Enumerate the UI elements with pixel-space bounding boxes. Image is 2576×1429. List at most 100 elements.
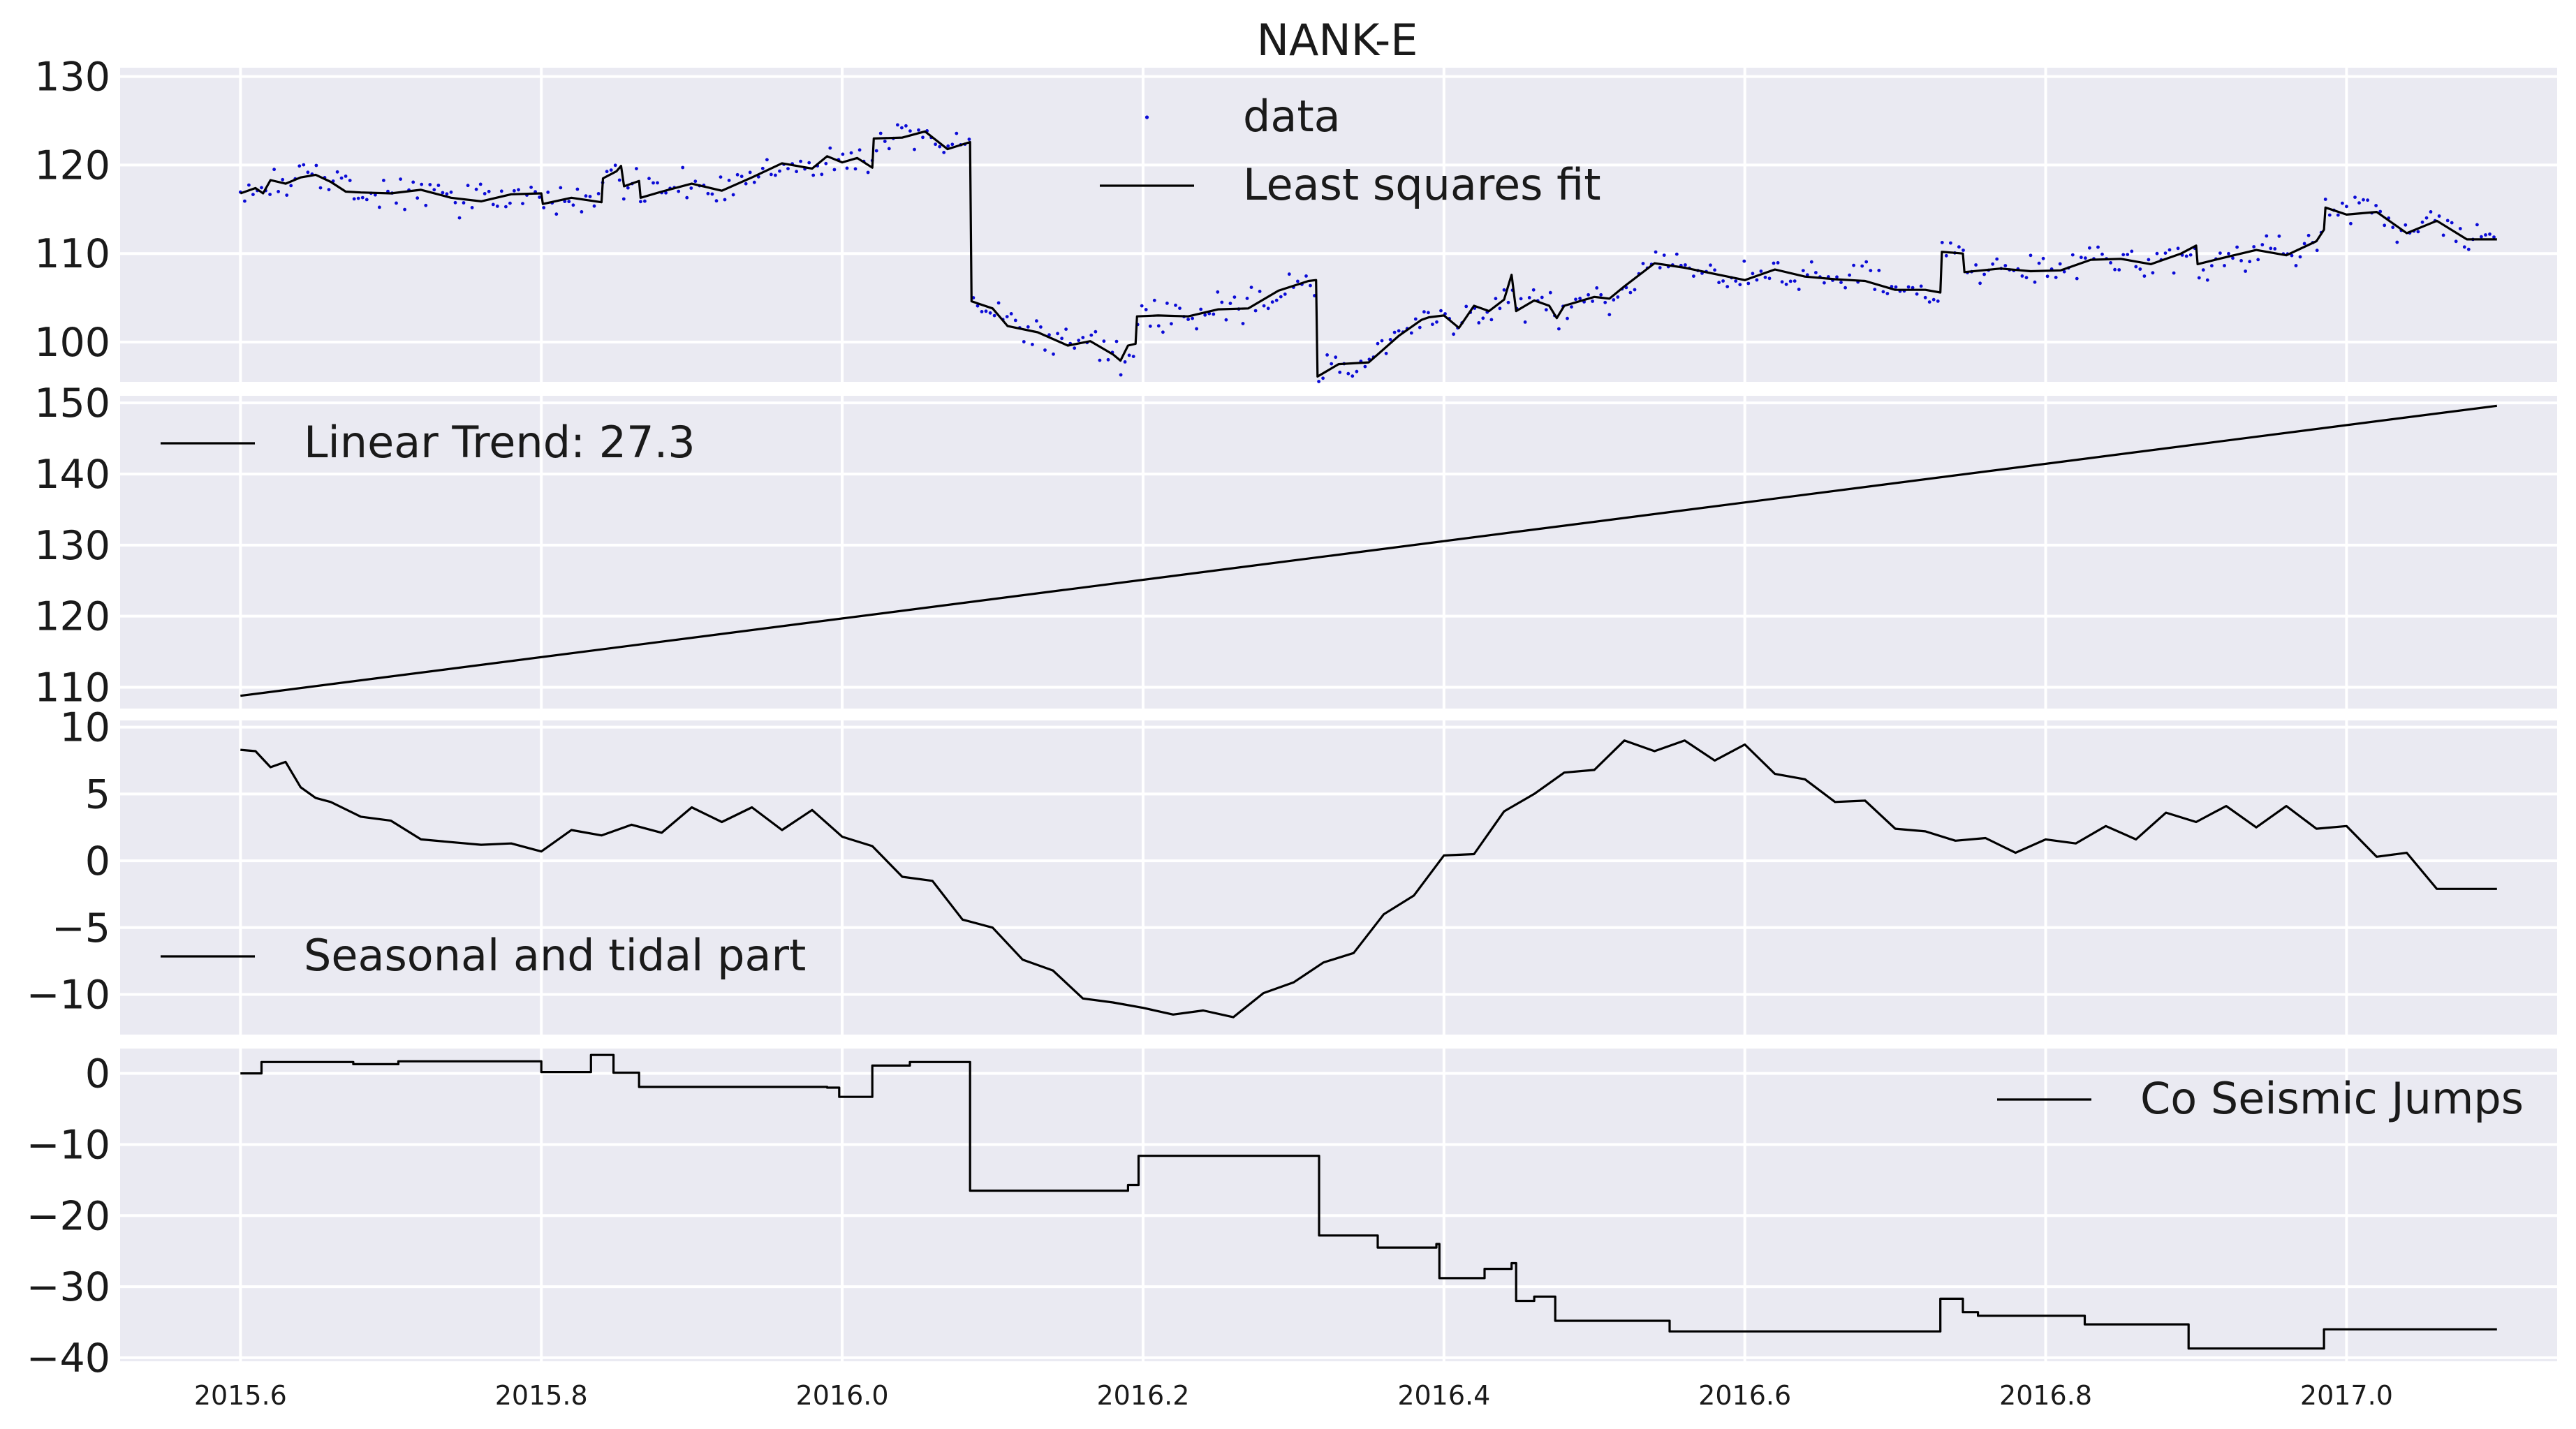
data-point [1869,269,1873,272]
data-point [832,168,837,172]
data-point [1793,279,1797,283]
data-point [2227,251,2230,256]
data-point [1684,263,1687,267]
data-point [2383,223,2387,228]
data-point [1144,308,1148,311]
data-point [2070,253,2075,257]
legend-label: data [1243,91,1341,142]
data-point [1738,283,1742,287]
x-tick-label: 2015.8 [495,1380,588,1411]
data-point [719,175,723,179]
data-point [2167,248,2172,252]
data-point [1885,292,1890,295]
data-point [1570,305,1573,309]
data-point [996,301,1001,305]
data-point [988,311,992,315]
data-point [1767,276,1772,281]
data-point [706,191,710,195]
data-point [980,310,984,313]
data-point [424,203,428,207]
data-point [1435,320,1438,324]
data-point [1506,300,1510,304]
data-point [1422,310,1426,314]
data-point [1591,299,1595,303]
data-point [1047,333,1051,337]
data-point [1439,309,1443,313]
data-point [1452,332,1456,336]
data-point [739,175,744,179]
data-point [2315,249,2319,253]
data-point [378,205,381,209]
data-point [1654,250,1658,254]
data-point [2121,253,2126,257]
data-point [277,190,280,193]
data-point [1224,318,1228,322]
data-point [1089,333,1094,337]
data-point [1106,357,1110,362]
data-point [874,149,878,153]
data-point [2155,251,2159,256]
data-point [517,188,520,192]
data-point [1170,322,1173,326]
data-point [403,207,406,212]
panel-2: 110 120 130 140 150 Linear Trend: 27.3 [34,380,2557,711]
y-tick-label: 110 [34,665,110,711]
data-point [1216,290,1220,294]
data-point [1253,309,1258,313]
data-point [1052,352,1055,356]
data-point [639,200,642,204]
data-point [2323,198,2327,201]
data-point [563,200,567,203]
data-point [744,182,748,186]
data-point [976,304,980,308]
data-point [1641,262,1645,265]
data-point [1156,324,1161,328]
data-point [453,200,457,205]
data-point [820,172,824,177]
legend: Linear Trend: 27.3 [161,417,695,468]
data-point [1081,336,1085,339]
x-tick-label: 2016.2 [1096,1380,1189,1411]
data-point [1848,273,1852,277]
data-point [858,148,862,152]
data-point [478,182,483,186]
data-point [1658,266,1662,269]
data-point [2492,235,2496,239]
data-point [1094,330,1098,334]
data-point [1911,286,1915,290]
data-point [1321,376,1325,380]
y-tick-label: 10 [59,705,110,751]
y-tick-label: −40 [27,1335,110,1382]
y-tick-label: 120 [34,142,110,188]
data-point [853,167,858,171]
data-point [1317,380,1320,383]
data-point [1346,371,1350,376]
data-point [1005,315,1009,318]
data-point [2349,221,2353,225]
data-point [2176,246,2180,251]
data-point [2362,198,2365,202]
series-line [240,130,2497,378]
data-point [643,199,647,203]
data-point [415,196,420,200]
data-point [2445,219,2450,223]
data-point [436,184,441,187]
data-point [1220,300,1224,304]
data-point [2454,239,2458,244]
data-point [714,199,719,203]
data-point [799,159,802,163]
data-point [445,192,449,196]
data-point [491,202,495,207]
legend: Co Seismic Jumps [1997,1073,2524,1124]
data-point [2058,262,2062,266]
data-point [2134,265,2138,269]
data-point [849,151,853,155]
y-tick-label: 110 [34,231,110,277]
data-point [399,177,402,181]
data-point [571,203,575,207]
data-point [1776,261,1780,265]
data-point [1936,299,1940,303]
data-point [689,186,693,190]
data-point [2366,198,2370,202]
